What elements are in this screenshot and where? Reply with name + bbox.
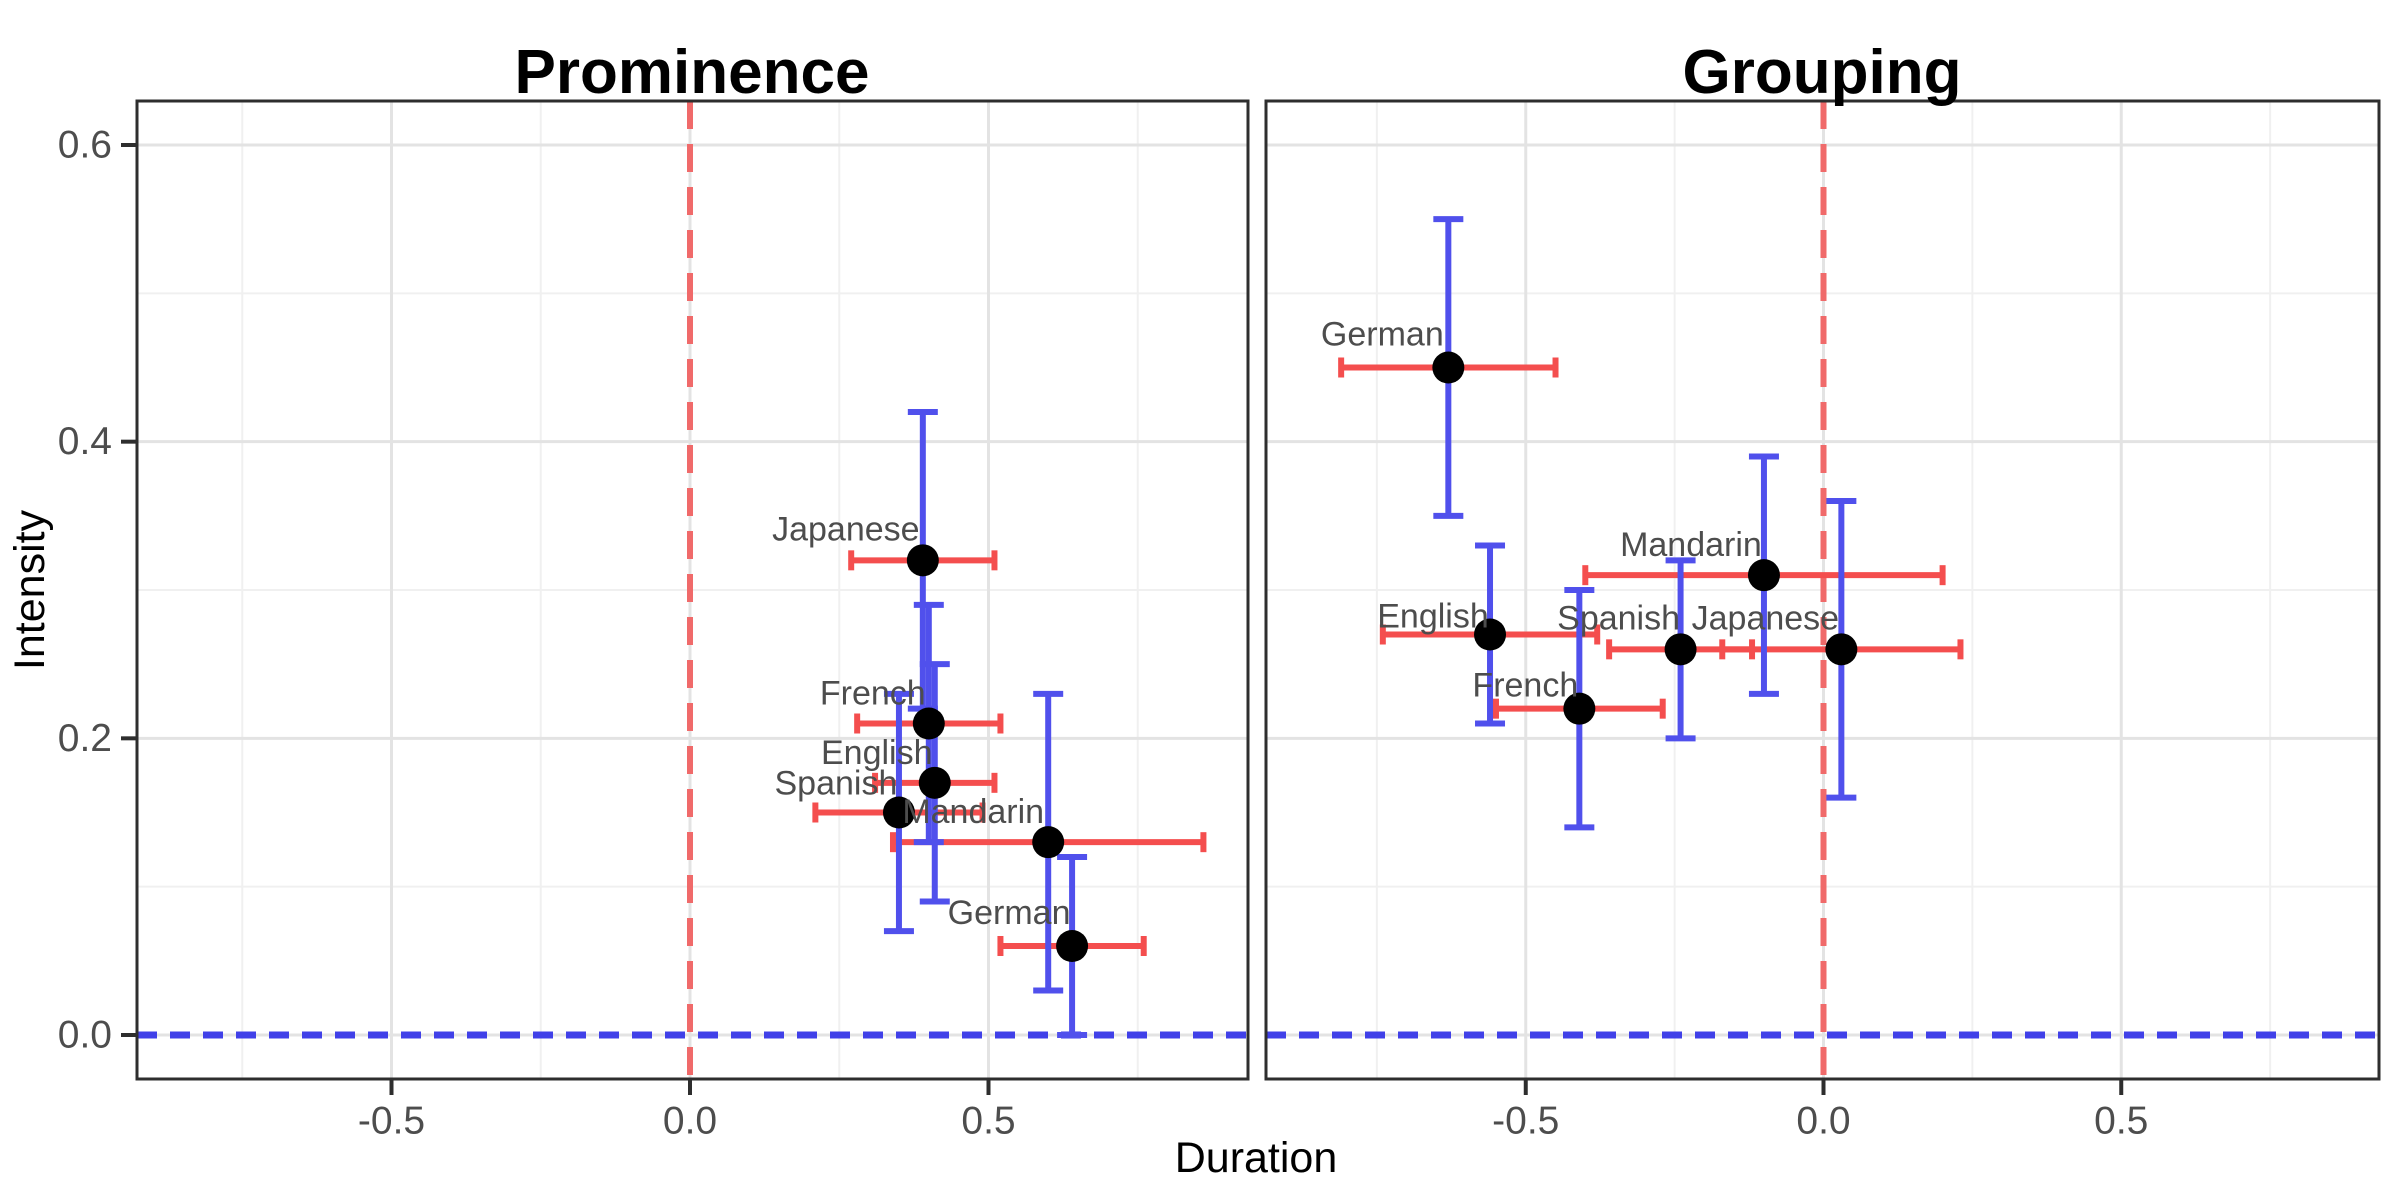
point-label-grouping-mandarin: Mandarin [1620,526,1762,564]
y-tick-label: 0.2 [58,717,112,760]
data-point-prominence-english [918,766,951,799]
point-label-prominence-mandarin: Mandarin [902,793,1044,831]
facet-title-grouping: Grouping [1683,38,1962,107]
data-point-prominence-spanish [882,796,915,829]
point-label-grouping-japanese: Japanese [1692,599,1839,637]
point-label-grouping-spanish: Spanish [1557,599,1680,637]
data-point-grouping-japanese [1825,633,1858,666]
chart-root: JapaneseFrenchEnglishSpanishMandarinGerm… [58,99,2381,1143]
x-tick-label: -0.5 [358,1100,425,1143]
facet-title-prominence: Prominence [515,38,870,107]
x-tick-label: 0.0 [1796,1100,1850,1143]
point-label-grouping-french: French [1472,667,1578,705]
y-tick-label: 0.0 [58,1014,112,1057]
data-point-grouping-french [1563,692,1596,725]
point-label-prominence-japanese: Japanese [772,510,919,548]
data-point-grouping-english [1474,618,1507,651]
data-point-prominence-french [912,707,945,740]
panel-border-prominence [135,99,1250,1081]
data-point-prominence-japanese [906,544,939,577]
y-tick-label: 0.4 [58,420,112,463]
data-point-prominence-german [1056,930,1089,963]
panel-border-grouping [1264,99,2381,1081]
y-tick-label: 0.6 [58,124,112,167]
point-label-prominence-english: English [821,734,933,772]
point-label-prominence-spanish: Spanish [775,765,898,803]
x-axis-title: Duration [1175,1134,1338,1182]
point-label-prominence-french: French [820,675,926,713]
data-point-grouping-spanish [1664,633,1697,666]
point-label-grouping-german: German [1321,316,1444,354]
data-point-prominence-mandarin [1032,826,1065,859]
x-tick-label: -0.5 [1492,1100,1559,1143]
data-point-grouping-german [1432,351,1465,384]
point-label-grouping-english: English [1377,598,1489,636]
x-tick-label: 0.5 [2094,1100,2148,1143]
data-point-grouping-mandarin [1747,559,1780,592]
y-axis-title: Intensity [6,509,54,670]
x-tick-label: 0.0 [663,1100,717,1143]
point-label-prominence-german: German [948,894,1071,932]
x-tick-label: 0.5 [961,1100,1015,1143]
